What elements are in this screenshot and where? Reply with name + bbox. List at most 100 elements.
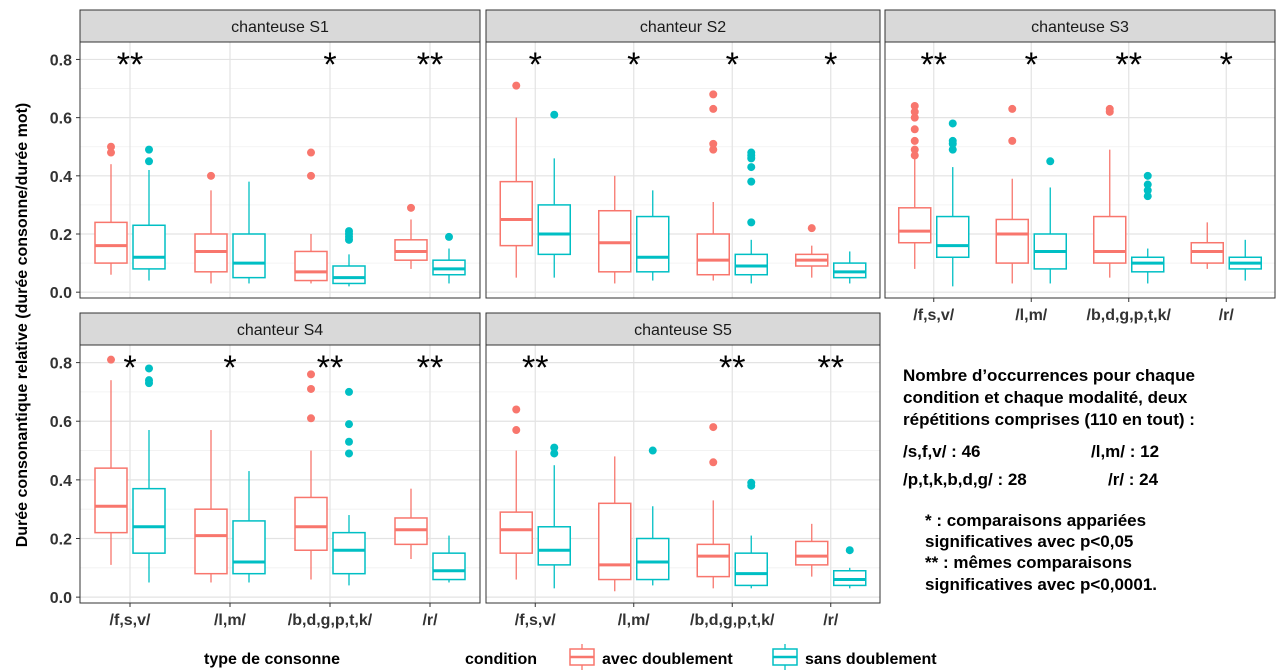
- panel-title: chanteur S2: [640, 19, 726, 36]
- outlier-point: [709, 145, 718, 154]
- outlier-point: [1143, 171, 1152, 180]
- count-title-line-1: Nombre d’occurrences pour chaque: [903, 366, 1195, 385]
- outlier-point: [1008, 104, 1017, 113]
- significance-stars: **: [317, 349, 343, 387]
- panel-border: [884, 41, 1276, 299]
- outlier-point: [145, 364, 153, 373]
- outlier-point: [845, 546, 854, 555]
- outlier-point: [709, 139, 718, 148]
- box: [696, 233, 730, 276]
- count-fsv: /s,f,v/ : 46: [903, 442, 981, 461]
- panel-background: [80, 345, 480, 603]
- x-tick-label: /l,m/: [618, 612, 651, 629]
- significance-stars: **: [921, 46, 947, 84]
- y-tick-label: 0.2: [50, 532, 72, 549]
- box: [499, 511, 533, 554]
- outlier-point: [1143, 180, 1152, 189]
- outlier-point: [747, 218, 756, 227]
- count-ptk: /p,t,k,b,d,g/ : 28: [903, 470, 1027, 489]
- outlier-point: [512, 81, 521, 90]
- x-tick-label: /b,d,g,p,t,k/: [1087, 307, 1172, 324]
- panel-strip: [79, 9, 481, 43]
- outlier-point: [550, 443, 559, 452]
- box: [232, 233, 266, 279]
- outlier-point: [709, 90, 718, 99]
- panel-title: chanteuse S5: [634, 322, 732, 339]
- x-tick-label: /r/: [422, 612, 438, 629]
- outlier-point: [807, 224, 816, 233]
- significance-stars: **: [818, 349, 844, 387]
- legend-title: condition: [465, 651, 537, 668]
- outlier-point: [747, 148, 756, 157]
- box: [537, 204, 571, 256]
- y-tick-label: 0.0: [50, 285, 72, 302]
- significance-stars: *: [123, 349, 136, 387]
- box: [499, 180, 533, 247]
- y-tick-label: 0.2: [50, 227, 72, 244]
- significance-note-1: * : comparaisons appariées: [925, 511, 1147, 530]
- outlier-point: [747, 163, 756, 172]
- box: [898, 207, 932, 244]
- x-tick-label: /f,s,v/: [515, 612, 556, 629]
- count-title-line-2: condition et chaque modalité, deux: [903, 388, 1188, 407]
- outlier-point: [345, 437, 353, 446]
- panel-border: [485, 41, 881, 299]
- x-tick-label: /b,d,g,p,t,k/: [288, 612, 373, 629]
- box: [332, 531, 366, 575]
- panel-strip: [485, 9, 881, 43]
- outlier-point: [307, 414, 315, 423]
- panel-strip: [485, 312, 881, 346]
- outlier-point: [709, 458, 718, 467]
- box: [936, 215, 970, 259]
- outlier-point: [948, 119, 957, 128]
- outlier-point: [512, 405, 521, 414]
- panel-title: chanteur S4: [237, 322, 323, 339]
- outlier-point: [345, 387, 353, 396]
- y-tick-label: 0.8: [50, 52, 72, 69]
- y-tick-label: 0.4: [50, 473, 72, 490]
- outlier-point: [512, 426, 521, 435]
- outlier-point: [307, 171, 315, 180]
- panel-strip: [884, 9, 1276, 43]
- outlier-point: [910, 151, 919, 160]
- outlier-point: [307, 370, 315, 379]
- significance-stars: *: [1025, 46, 1038, 84]
- x-tick-label: /f,s,v/: [110, 612, 151, 629]
- count-lm: /l,m/ : 12: [1091, 442, 1160, 461]
- outlier-point: [948, 145, 957, 154]
- outlier-point: [307, 384, 315, 393]
- significance-stars: *: [323, 46, 336, 84]
- outlier-point: [910, 113, 919, 122]
- outlier-point: [107, 355, 115, 364]
- outlier-point: [747, 177, 756, 186]
- significance-stars: **: [117, 46, 143, 84]
- significance-stars: **: [1116, 46, 1142, 84]
- box: [795, 540, 829, 566]
- box: [132, 487, 166, 554]
- panel-title: chanteuse S3: [1031, 19, 1129, 36]
- panel-border: [79, 344, 481, 604]
- outlier-point: [345, 227, 353, 236]
- legend-label: avec doublement: [602, 651, 733, 668]
- box: [132, 224, 166, 270]
- y-tick-label: 0.4: [50, 169, 72, 186]
- legend-label: sans doublement: [805, 651, 937, 668]
- outlier-point: [709, 423, 718, 432]
- outlier-point: [910, 102, 919, 110]
- outlier-point: [709, 104, 718, 113]
- significance-stars: **: [719, 349, 745, 387]
- outlier-point: [1105, 104, 1114, 113]
- box: [232, 520, 266, 575]
- outlier-point: [145, 145, 153, 154]
- outlier-point: [948, 136, 957, 145]
- x-tick-label: /b,d,g,p,t,k/: [690, 612, 775, 629]
- box: [537, 526, 571, 566]
- box: [598, 502, 632, 581]
- outlier-point: [307, 148, 315, 157]
- outlier-point: [107, 148, 115, 157]
- outlier-point: [445, 232, 453, 241]
- panel-border: [79, 41, 481, 299]
- outlier-point: [1008, 136, 1017, 145]
- outlier-point: [648, 446, 657, 455]
